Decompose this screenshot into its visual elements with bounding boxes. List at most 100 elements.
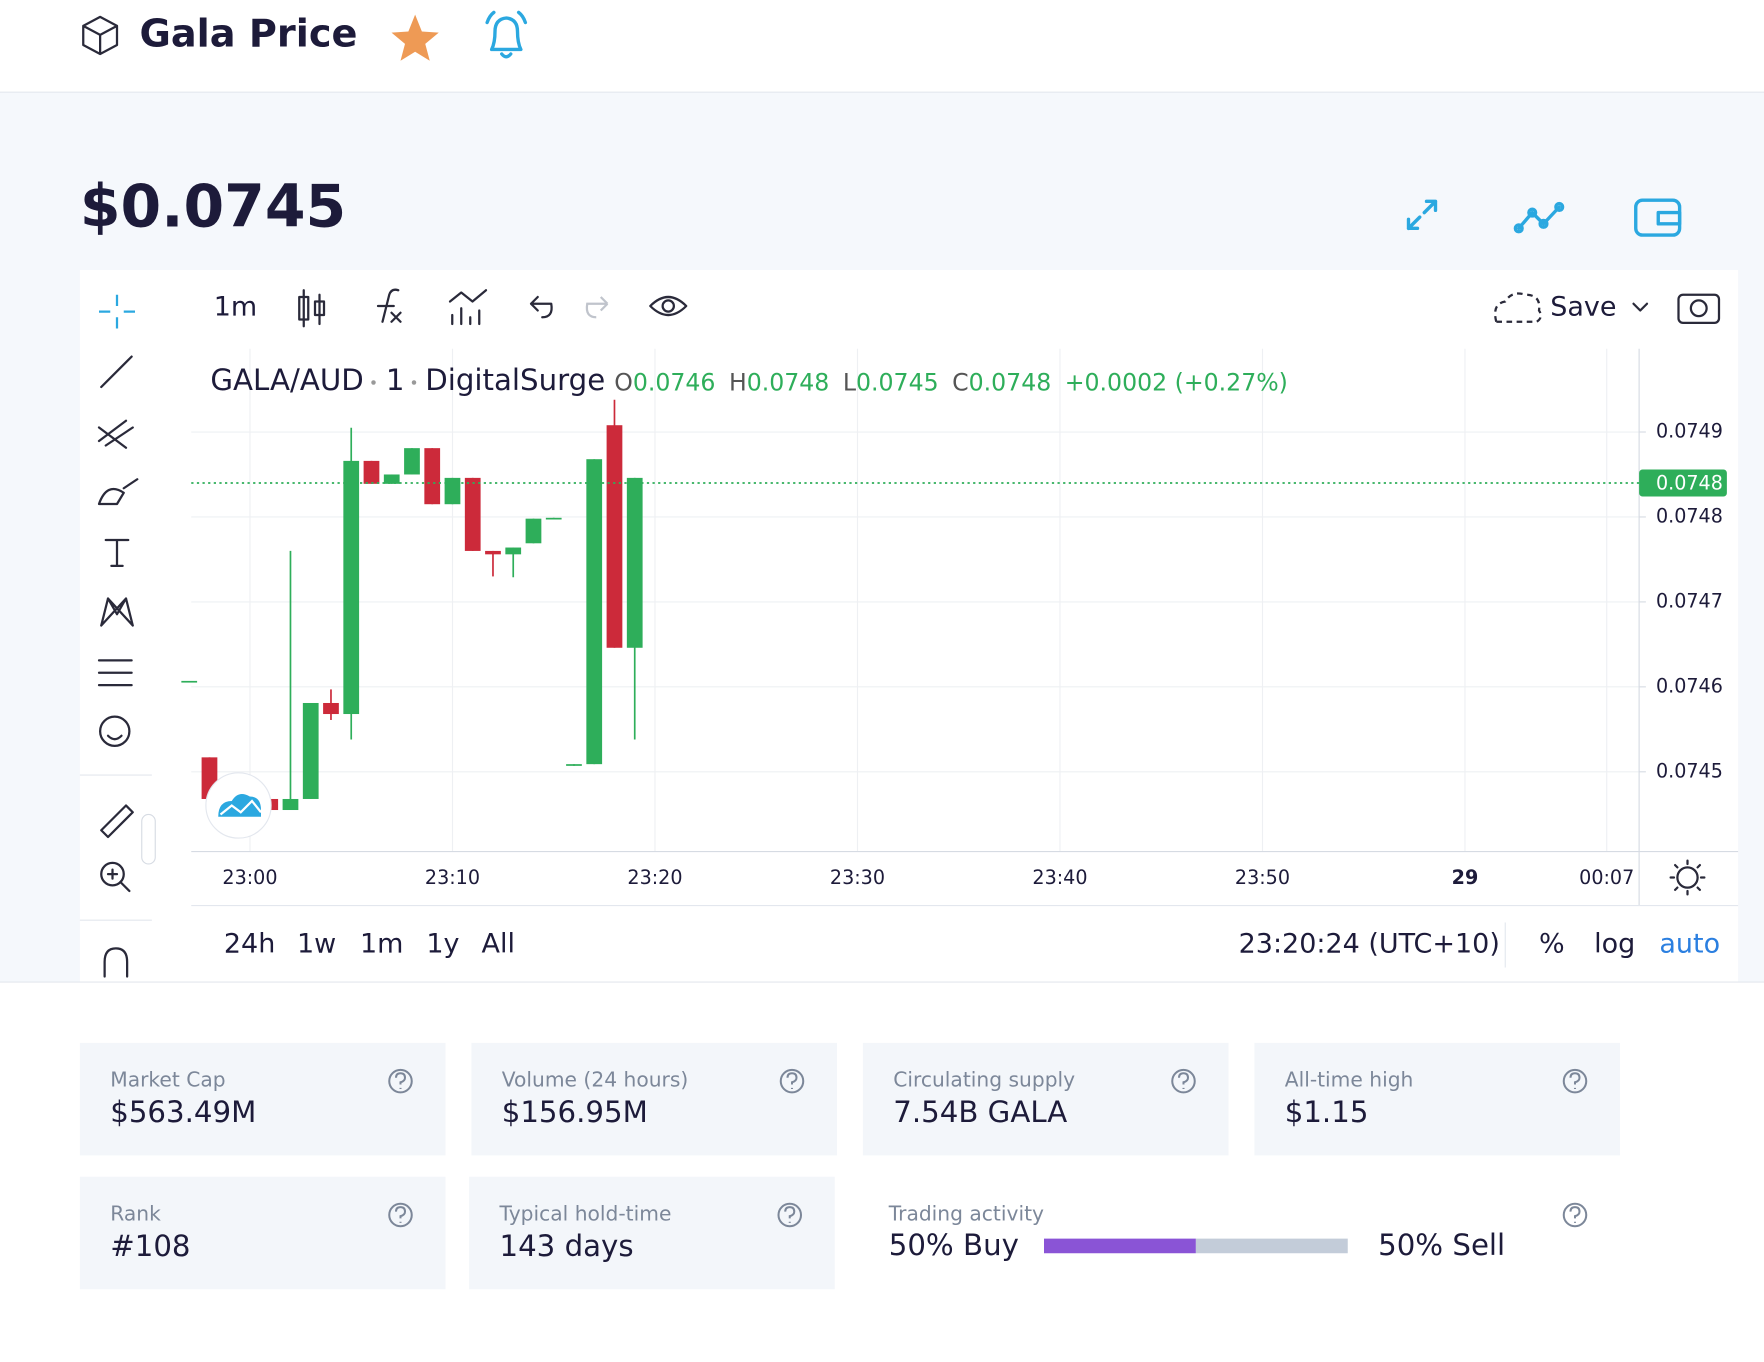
collapse-toolbar[interactable] [141,813,156,865]
help-icon[interactable] [1562,1068,1588,1094]
range-button[interactable]: 1y [426,928,459,959]
range-button[interactable]: 1w [297,928,336,959]
candle-body [343,460,360,715]
percent-toggle[interactable]: % [1539,928,1565,959]
candle-body [424,448,441,505]
text-tool[interactable] [104,538,130,567]
candle-body [383,474,400,484]
stat-label: Market Cap [110,1068,225,1092]
snapshot-button[interactable] [1677,293,1721,324]
help-icon[interactable] [388,1068,413,1094]
alert-bell[interactable] [485,10,528,59]
stat-card [79,1042,446,1156]
buy-bar [1043,1238,1196,1254]
symbol: GALA/AUD [210,363,363,397]
range-button[interactable]: 1m [360,928,403,959]
stat-label: All-time high [1285,1068,1414,1092]
line-tool[interactable] [100,355,133,389]
candle-body [363,460,380,484]
interval-button[interactable]: 1m [214,292,257,323]
log-toggle[interactable]: log [1594,928,1635,959]
x-tick-label: 29 [1452,866,1479,889]
exchange: DigitalSurge [425,363,605,397]
legend-value: 0.0748 [747,368,830,396]
candle-body [606,425,623,648]
help-icon[interactable] [1171,1068,1196,1094]
candle-body [464,477,481,551]
legend-change: +0.0002 (+0.27%) [1065,368,1288,396]
help-icon[interactable] [388,1202,413,1228]
zoom-tool[interactable] [100,861,125,887]
zoom-glyph [106,868,131,893]
stat-value: 7.54B GALA [893,1095,1067,1129]
expand-icon[interactable] [1406,199,1438,231]
separator [411,380,417,385]
x-tick-label: 23:50 [1235,866,1290,889]
legend-key: L [843,368,857,396]
crosshair-tool[interactable] [99,294,136,329]
candle-body [444,477,461,505]
y-tick-label: 0.0749 [1656,420,1723,443]
y-tick-label: 0.0746 [1656,674,1723,697]
chart-icon[interactable] [1517,205,1561,231]
stat-card [469,1176,835,1290]
candle-body [485,550,501,555]
ruler-tool[interactable] [100,804,134,839]
ohlc-legend: O0.0746 H0.0748 L0.0745 C0.0748 +0.0002 (+0.… [614,368,1288,396]
x-tick-label: 00:07 [1579,866,1634,889]
auto-toggle[interactable]: auto [1659,928,1720,959]
candle-body [505,547,522,555]
x-tick-label: 23:20 [627,866,682,889]
help-icon[interactable] [1562,1202,1588,1228]
stat-value: 143 days [500,1229,634,1263]
save-button[interactable]: Save [1550,292,1616,323]
hide-button[interactable] [649,295,688,317]
sell-share: 50% Sell [1378,1228,1505,1262]
help-glyph [1569,1206,1581,1223]
wallet-icon-flap [1656,210,1682,226]
range-button[interactable]: 24h [224,928,275,959]
help-glyph [786,1072,798,1089]
range-button[interactable]: All [482,928,515,959]
help-glyph [784,1206,796,1223]
top-bar [0,0,1764,93]
fib-tool[interactable] [97,419,134,449]
candle-body [323,702,339,715]
stat-card [1254,1042,1620,1156]
interval: 1 [386,363,405,397]
separator [371,380,376,385]
redo-button[interactable] [585,296,609,319]
plot-area [181,348,1640,852]
help-icon[interactable] [779,1068,805,1094]
chart-icon-dot [1527,207,1538,218]
legend-value: 0.0748 [969,368,1052,396]
magnet-tool[interactable] [103,947,129,978]
compare-button[interactable] [448,289,488,326]
settings-button[interactable] [1676,866,1699,889]
help-icon[interactable] [777,1202,803,1228]
chart-type-button[interactable] [298,289,326,328]
favorite-star[interactable] [391,14,439,61]
stat-value: $563.49M [110,1095,256,1129]
emoji-tool[interactable] [99,715,131,747]
settings-rays [1669,859,1706,896]
candle-body [586,459,603,765]
candle-body [566,764,582,766]
undo-button[interactable] [529,295,553,319]
prediction-tool[interactable] [97,659,133,687]
stat-label: Typical hold-time [499,1201,672,1225]
candle-body [404,448,420,475]
save-dropdown[interactable] [1632,302,1649,312]
legend-value: 0.0745 [856,368,939,396]
watermark-wave [219,799,262,816]
stat-card [862,1042,1229,1156]
brush-tool[interactable] [97,478,139,506]
help-glyph [1177,1072,1190,1089]
indicators-button[interactable] [376,288,402,323]
stat-label: Circulating supply [893,1068,1075,1092]
pattern-tool[interactable] [100,597,134,627]
price-badge-label: 0.0748 [1656,472,1723,495]
stat-value: $156.95M [502,1095,648,1129]
chart-icon-dot [1554,201,1565,213]
